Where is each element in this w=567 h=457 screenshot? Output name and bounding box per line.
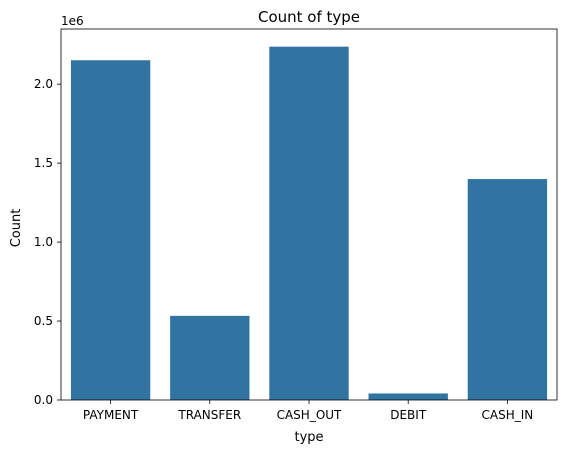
- y-tick-label: 0.0: [34, 393, 53, 407]
- bars-layer: [70, 46, 548, 401]
- y-axis-label: Count: [9, 209, 24, 248]
- y-axis-offset-label: 1e6: [61, 14, 84, 28]
- x-axis-label: type: [294, 430, 323, 445]
- bar-payment: [70, 60, 151, 401]
- bar-debit: [368, 393, 448, 400]
- x-tick-label: TRANSFER: [177, 408, 241, 422]
- y-tick-label: 1.0: [34, 235, 53, 249]
- chart-title: Count of type: [258, 8, 360, 26]
- y-axis-ticks: 0.0 0.5 1.0 1.5 2.0: [34, 77, 61, 407]
- x-tick-label: CASH_IN: [482, 408, 534, 422]
- x-tick-label: CASH_OUT: [277, 408, 342, 422]
- bar-cash-out: [269, 46, 349, 401]
- bar-transfer: [170, 315, 250, 400]
- y-tick-label: 1.5: [34, 156, 53, 170]
- x-axis-ticks: PAYMENT TRANSFER CASH_OUT DEBIT CASH_IN: [83, 400, 533, 422]
- y-tick-label: 2.0: [34, 77, 53, 91]
- x-tick-label: PAYMENT: [83, 408, 139, 422]
- bar-cash-in: [467, 179, 548, 400]
- y-tick-label: 0.5: [34, 314, 53, 328]
- plot-frame: [60, 28, 558, 401]
- x-tick-label: DEBIT: [390, 408, 427, 422]
